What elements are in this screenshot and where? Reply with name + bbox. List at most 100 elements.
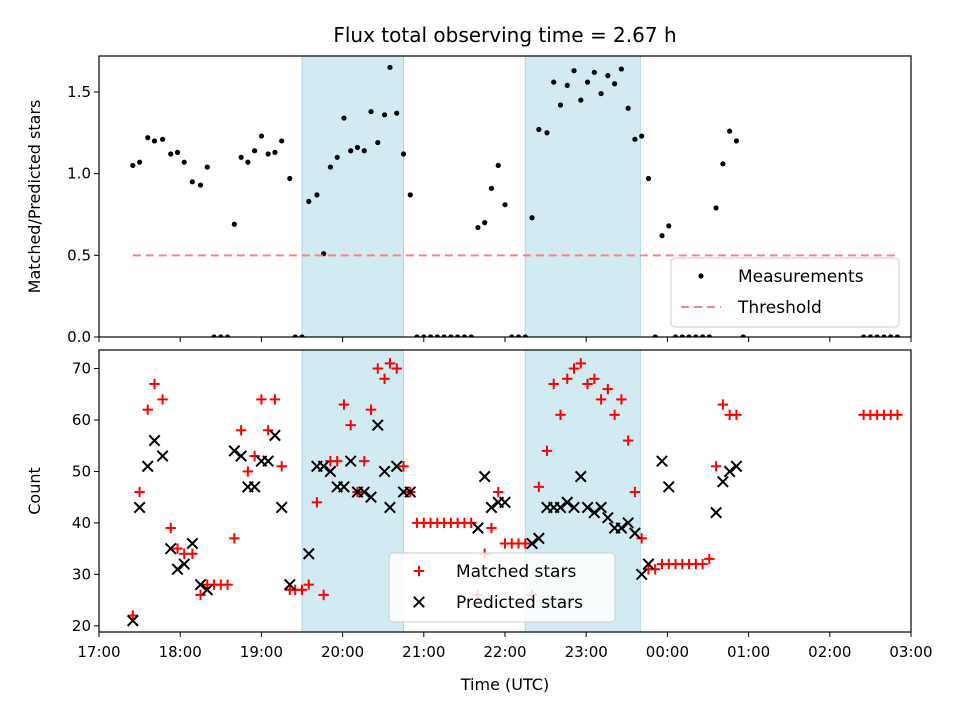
point-predicted-stars-12-b <box>235 450 248 462</box>
shaded-interval-1 <box>301 349 404 633</box>
point-measurements-42 <box>421 334 427 337</box>
point-predicted-stars-20 <box>302 547 315 560</box>
point-measurements-35 <box>375 139 381 146</box>
point-predicted-stars-3 <box>148 434 161 447</box>
point-measurements-12 <box>218 334 224 337</box>
point-predicted-stars-63 <box>723 465 736 478</box>
point-measurements-95 <box>894 334 901 337</box>
point-measurements-34 <box>368 108 374 115</box>
point-measurements-82 <box>693 334 699 337</box>
point-matched-stars-18 <box>256 394 267 405</box>
legend-swatch-matched-stars <box>413 565 425 577</box>
point-predicted-stars-54 <box>615 522 628 534</box>
point-matched-stars-0 <box>127 610 139 621</box>
point-measurements-49 <box>468 334 474 337</box>
point-matched-stars-27 <box>318 589 329 601</box>
point-measurements-38 <box>394 110 400 116</box>
point-measurements-16 <box>245 159 251 165</box>
point-measurements-83 <box>699 334 706 337</box>
point-predicted-stars-46 <box>561 496 574 509</box>
point-measurements-28 <box>327 164 334 170</box>
point-matched-stars-49 <box>465 517 477 529</box>
point-predicted-stars-4-b <box>156 450 169 462</box>
bottom-panel-counts: 20 30 40 50 60 70 17:00 18:00 19:00 20:00 21:00 22:… <box>25 349 933 661</box>
point-predicted-stars-25-b <box>338 480 350 493</box>
point-matched-stars-13 <box>222 579 233 590</box>
point-predicted-stars-37-b <box>478 470 491 483</box>
point-matched-stars-88 <box>731 409 742 421</box>
legend-swatch-predicted-stars-b <box>413 596 425 608</box>
point-measurements-52 <box>488 185 495 191</box>
y-tick-label-5: 70 <box>72 360 91 378</box>
point-predicted-stars-36 <box>472 522 484 534</box>
point-matched-stars-70 <box>609 409 620 421</box>
point-matched-stars-4 <box>157 394 168 405</box>
point-measurements-58 <box>529 215 535 221</box>
x-tick-label-4: 21:00 <box>402 643 445 661</box>
point-matched-stars-57 <box>520 538 531 549</box>
point-predicted-stars-52 <box>601 511 614 524</box>
point-measurements-57 <box>522 334 528 337</box>
point-predicted-stars-38-b <box>485 501 498 514</box>
point-predicted-stars-26 <box>344 455 357 468</box>
legend-label-threshold: Threshold <box>737 298 822 318</box>
point-measurements-79 <box>672 334 679 337</box>
plot-area <box>130 64 901 337</box>
point-predicted-stars-51-b <box>595 501 607 514</box>
point-predicted-stars-4 <box>156 450 169 462</box>
point-matched-stars-34 <box>365 404 377 415</box>
y-tick-label-2: 40 <box>72 514 91 532</box>
point-predicted-stars-8-b <box>186 537 199 550</box>
point-measurements-9 <box>197 182 204 188</box>
point-predicted-stars-31 <box>378 465 391 478</box>
point-matched-stars-8 <box>187 548 198 559</box>
point-predicted-stars-64 <box>730 460 743 473</box>
point-predicted-stars-28-b <box>358 486 371 498</box>
point-predicted-stars-60-b <box>662 480 675 493</box>
point-predicted-stars-29 <box>365 491 377 504</box>
y-tick-label-4: 60 <box>72 411 91 429</box>
point-measurements-86 <box>720 161 726 167</box>
y-tick-label-2: 1.0 <box>67 165 91 183</box>
point-measurements-37 <box>387 64 393 71</box>
x-tick-label-2: 19:00 <box>240 643 283 661</box>
point-measurements-3 <box>151 138 158 144</box>
point-measurements-61 <box>551 79 557 85</box>
point-predicted-stars-47 <box>568 501 580 514</box>
point-predicted-stars-32 <box>384 501 396 514</box>
point-predicted-stars-14 <box>248 480 261 493</box>
point-measurements-19 <box>265 151 271 157</box>
top-panel-ratio: 0.0 0.5 1.0 1.5 Matched/Predicted stars Measu… <box>25 55 912 346</box>
point-measurements-32 <box>354 144 361 151</box>
point-measurements-46 <box>448 334 454 337</box>
point-matched-stars-73 <box>629 486 641 498</box>
point-measurements-20 <box>272 149 278 155</box>
point-predicted-stars-49-b <box>581 501 594 514</box>
legend-label-predicted-stars: Predicted stars <box>456 593 583 613</box>
y-tick-label-3: 1.5 <box>67 83 91 101</box>
point-measurements-70 <box>612 81 618 87</box>
point-matched-stars-31 <box>345 419 356 431</box>
y-tick-label-3: 50 <box>72 462 91 480</box>
point-predicted-stars-46-b <box>561 496 574 509</box>
point-measurements-7 <box>181 159 187 165</box>
point-predicted-stars-31-b <box>378 465 391 478</box>
x-tick-label-6: 23:00 <box>565 643 608 661</box>
point-measurements-62 <box>557 102 564 108</box>
point-predicted-stars-49 <box>581 501 594 514</box>
point-predicted-stars-30 <box>371 419 384 432</box>
point-predicted-stars-40-b <box>499 496 511 509</box>
point-measurements-68 <box>598 90 604 97</box>
y-tick-label-1: 30 <box>72 565 91 583</box>
point-measurements-72 <box>625 105 631 111</box>
point-measurements-55 <box>509 334 515 337</box>
point-matched-stars-3 <box>149 378 160 390</box>
point-measurements-85 <box>713 205 719 211</box>
point-matched-stars-35 <box>372 363 383 374</box>
point-predicted-stars-25 <box>338 480 350 493</box>
point-matched-stars-52 <box>486 522 497 534</box>
point-predicted-stars-7 <box>178 558 191 570</box>
point-matched-stars-20 <box>269 394 281 405</box>
legend-box <box>670 257 900 328</box>
point-predicted-stars-10-b <box>201 583 214 596</box>
